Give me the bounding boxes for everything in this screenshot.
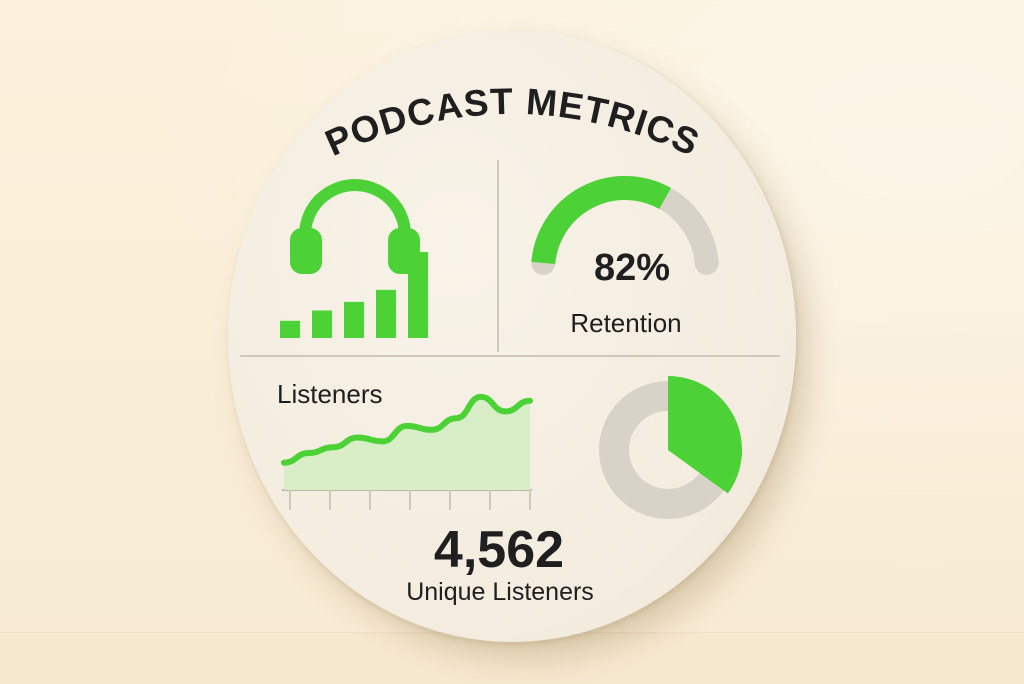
listeners-line (281, 393, 533, 466)
bar-chart (280, 252, 428, 338)
donut-highlight-slice (668, 375, 743, 494)
retention-label: Retention (570, 308, 681, 338)
bar-5 (408, 252, 428, 338)
unique-listeners-value: 4,562 (434, 521, 564, 579)
unique-listeners-label: Unique Listeners (406, 578, 594, 606)
listeners-area (284, 396, 530, 490)
retention-value: 82% (594, 247, 670, 289)
page-title: PODCAST METRICS (319, 81, 706, 164)
gauge-fill (531, 176, 671, 265)
bar-4 (376, 289, 396, 338)
retention-gauge (531, 175, 719, 275)
bar-3 (344, 301, 364, 338)
listeners-label: Listeners (277, 379, 383, 409)
donut-chart (599, 375, 743, 519)
bar-2 (312, 310, 332, 338)
headphones-icon (290, 179, 420, 274)
area-axis-ticks (289, 490, 531, 510)
bar-1 (280, 320, 300, 338)
